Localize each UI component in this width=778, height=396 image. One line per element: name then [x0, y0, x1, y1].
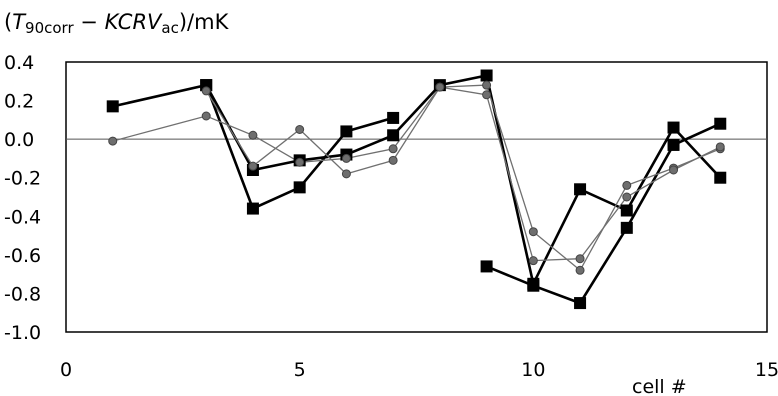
data-point-circle: [341, 169, 351, 179]
data-point-square: [340, 125, 353, 138]
data-point-square: [620, 221, 633, 234]
data-point-square: [293, 181, 306, 194]
y-tick-label: 0.2: [4, 91, 34, 113]
data-point-square: [246, 202, 259, 215]
x-axis-label: cell #: [632, 376, 687, 396]
data-point-circle: [248, 161, 258, 171]
data-point-square: [106, 100, 119, 113]
data-point-circle: [482, 90, 492, 100]
series-line-5: [205, 86, 721, 262]
data-point-square: [387, 129, 400, 142]
data-point-square: [387, 111, 400, 124]
y-tick-label: -0.2: [4, 168, 41, 190]
data-point-circle: [341, 153, 351, 163]
data-point-circle: [715, 142, 725, 152]
y-tick-label: -1.0: [4, 322, 41, 344]
data-point-circle: [295, 157, 305, 167]
y-tick-label: -0.4: [4, 206, 41, 228]
data-point-circle: [575, 265, 585, 275]
x-tick-label: 5: [294, 359, 306, 381]
data-point-circle: [388, 155, 398, 165]
data-point-square: [714, 117, 727, 130]
y-axis-label: (T90corr − KCRVac)/mK: [4, 10, 229, 37]
x-tick-label: 10: [521, 359, 545, 381]
y-tick-label: 0.4: [4, 52, 34, 74]
data-point-circle: [482, 80, 492, 90]
data-point-circle: [248, 130, 258, 140]
data-point-circle: [201, 86, 211, 96]
data-point-square: [714, 171, 727, 184]
data-point-circle: [528, 227, 538, 237]
data-point-circle: [622, 180, 632, 190]
x-tick-label: 0: [60, 359, 72, 381]
data-point-circle: [622, 192, 632, 202]
data-point-square: [620, 204, 633, 217]
data-point-square: [480, 260, 493, 273]
data-point-square: [667, 121, 680, 134]
series-layer: [106, 69, 727, 310]
data-point-square: [574, 183, 587, 196]
data-point-circle: [528, 256, 538, 266]
series-line-3: [486, 122, 721, 305]
x-tick-label: 15: [755, 359, 778, 381]
series-line-1: [112, 73, 722, 288]
data-point-circle: [295, 125, 305, 134]
data-point-square: [667, 138, 680, 151]
y-tick-label: -0.6: [4, 245, 41, 267]
data-point-square: [480, 69, 493, 82]
data-point-circle: [669, 165, 679, 175]
data-point-circle: [388, 144, 398, 154]
y-tick-label: -0.8: [4, 283, 41, 305]
data-point-square: [527, 279, 540, 292]
data-point-circle: [575, 254, 585, 264]
axes: 0.4 0.2 0.0 -0.2 -0.4 -0.6 -0.8 -1.0 0 5 10 15: [4, 52, 778, 381]
data-point-circle: [108, 136, 118, 146]
data-point-circle: [201, 111, 211, 121]
y-tick-label: 0.0: [4, 129, 34, 151]
data-point-circle: [435, 82, 445, 92]
data-point-square: [574, 297, 587, 310]
plot-frame: [65, 61, 768, 333]
